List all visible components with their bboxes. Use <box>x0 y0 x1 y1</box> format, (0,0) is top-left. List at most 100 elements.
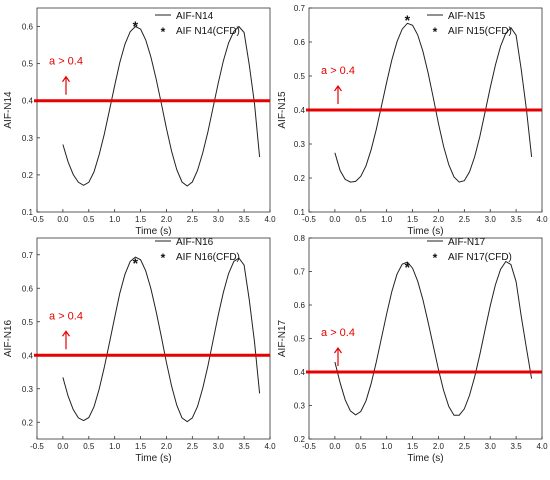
panel-2-x-axis-title: Time (s) <box>407 226 443 237</box>
panel-2-y-tick-label: 0.3 <box>294 140 306 149</box>
panel-3-x-tick-label: 0.0 <box>57 442 69 451</box>
panel-4-y-tick-label: 0.8 <box>294 234 306 243</box>
panel-2-x-tick-label: 0.5 <box>355 215 367 224</box>
panel-3-x-tick-label: 0.5 <box>83 442 95 451</box>
panel-1-y-tick-label: 0.6 <box>22 23 34 32</box>
panel-4-y-axis-title: AIF-N17 <box>277 319 288 357</box>
panel-3-y-tick-label: 0.3 <box>22 385 34 394</box>
panel-1-x-tick-label: 2.0 <box>161 215 173 224</box>
panel-4-x-tick-label: 3.0 <box>485 442 497 451</box>
panel-3-x-tick-label: 2.5 <box>187 442 199 451</box>
panel-2-x-tick-label: 1.5 <box>407 215 419 224</box>
panel-1-x-tick-label: 1.5 <box>135 215 147 224</box>
panel-3-y-axis-title: AIF-N16 <box>3 319 14 357</box>
panel-2-y-tick-label: 0.4 <box>294 106 306 115</box>
panel-4-x-tick-label: 4.0 <box>536 442 548 451</box>
panel-3-x-tick-label: 1.0 <box>109 442 121 451</box>
panel-3-y-tick-label: 0.4 <box>22 351 34 360</box>
panel-1-x-tick-label: 3.0 <box>213 215 225 224</box>
panel-4-y-tick-label: 0.7 <box>294 268 306 277</box>
panel-3-y-tick-label: 0.6 <box>22 284 34 293</box>
panel-2-y-axis-title: AIF-N15 <box>277 91 288 129</box>
panel-4-y-tick-label: 0.2 <box>294 435 306 444</box>
panel-3-series-line <box>62 256 261 423</box>
panel-3-x-axis-title: Time (s) <box>135 453 171 464</box>
panel-4-x-axis-title: Time (s) <box>407 453 443 464</box>
panel-3-x-tick-label: 3.5 <box>239 442 251 451</box>
panel-1-x-tick-label: -0.5 <box>30 215 44 224</box>
panel-1-x-tick-label: 1.0 <box>109 215 121 224</box>
panel-1-legend-label-marker: AIF N14(CFD) <box>176 26 240 37</box>
panel-3-legend-label-line: AIF-N16 <box>176 237 214 248</box>
panel-1-y-axis-title: AIF-N14 <box>3 91 14 129</box>
panel-3-x-tick-label: 3.0 <box>213 442 225 451</box>
panel-2-y-tick-label: 0.1 <box>294 208 306 217</box>
panel-1-y-tick-label: 0.1 <box>22 208 34 217</box>
panel-1-y-tick-label: 0.2 <box>22 171 34 180</box>
panel-1-x-tick-label: 3.5 <box>239 215 251 224</box>
panel-2-y-tick-label: 0.7 <box>294 4 306 13</box>
panel-3-x-tick-label: 4.0 <box>264 442 276 451</box>
panel-2-x-tick-label: 3.5 <box>511 215 523 224</box>
panel-4-annotation-arrow <box>334 346 342 366</box>
panel-1-x-tick-label: 0.0 <box>57 215 69 224</box>
panel-3-x-tick-label: -0.5 <box>30 442 44 451</box>
panel-2-x-tick-label: 1.0 <box>381 215 393 224</box>
panel-1-cfd-marker: * <box>133 18 139 34</box>
panel-1-legend-marker-swatch: * <box>161 25 166 39</box>
panel-1-y-tick-label: 0.3 <box>22 134 34 143</box>
panel-3-x-tick-label: 2.0 <box>161 442 173 451</box>
panel-4-cfd-marker: * <box>405 259 411 275</box>
panel-2-x-tick-label: -0.5 <box>302 215 316 224</box>
panel-4-x-tick-label: 1.5 <box>407 442 419 451</box>
panel-2-x-tick-label: 4.0 <box>536 215 548 224</box>
panel-2: -0.5 0.0 0.5 1.0 1.5 2.0 2.5 3.0 3.5 4.0 0.1 0.2 0.3… <box>277 4 548 237</box>
panel-4-y-tick-label: 0.5 <box>294 335 306 344</box>
panel-2-series-line <box>334 22 533 183</box>
panel-2-x-tick-label: 0.0 <box>329 215 341 224</box>
panel-1-x-tick-label: 0.5 <box>83 215 95 224</box>
panel-4-x-tick-label: 0.0 <box>329 442 341 451</box>
panel-2-y-tick-label: 0.2 <box>294 174 306 183</box>
panel-2-legend-label-line: AIF-N15 <box>448 11 486 22</box>
panel-3-legend-label-marker: AIF N16(CFD) <box>176 252 240 263</box>
panel-1: -0.5 0.0 0.5 1.0 1.5 2.0 2.5 3.0 3.5 4.0 0.1 0.2 0.3… <box>3 7 276 237</box>
panel-4-series-line <box>334 260 533 416</box>
panel-2-y-tick-label: 0.6 <box>294 38 306 47</box>
panel-4-y-tick-label: 0.3 <box>294 402 306 411</box>
panel-4-y-tick-label: 0.4 <box>294 368 306 377</box>
panel-3-annotation-label: a > 0.4 <box>49 310 83 322</box>
panel-4-legend-label-marker: AIF N17(CFD) <box>448 252 512 263</box>
panel-2-x-tick-label: 2.0 <box>433 215 445 224</box>
panel-4-x-tick-label: -0.5 <box>302 442 316 451</box>
panel-2-y-tick-label: 0.5 <box>294 72 306 81</box>
panel-3-cfd-marker: * <box>133 255 139 271</box>
panel-1-y-tick-label: 0.4 <box>22 97 34 106</box>
panel-4-x-tick-label: 2.5 <box>459 442 471 451</box>
panel-4-y-tick-label: 0.6 <box>294 301 306 310</box>
panel-4-legend-label-line: AIF-N17 <box>448 237 486 248</box>
panel-1-series-line <box>62 25 261 187</box>
panel-1-legend-label-line: AIF-N14 <box>176 11 214 22</box>
panel-1-y-tick-label: 0.5 <box>22 60 34 69</box>
panel-1-x-tick-label: 4.0 <box>264 215 276 224</box>
panel-4-x-tick-label: 2.0 <box>433 442 445 451</box>
panel-1-plot-frame <box>36 7 271 213</box>
panel-2-annotation-arrow <box>334 84 342 104</box>
panel-3: -0.5 0.0 0.5 1.0 1.5 2.0 2.5 3.0 3.5 4.0 0.2 0.3 0.4… <box>3 237 276 464</box>
panel-2-legend-marker-swatch: * <box>433 25 438 39</box>
panel-4-x-tick-label: 3.5 <box>511 442 523 451</box>
panel-2-x-tick-label: 2.5 <box>459 215 471 224</box>
panel-4: -0.5 0.0 0.5 1.0 1.5 2.0 2.5 3.0 3.5 4.0 0.2 0.3 0.4… <box>277 234 548 464</box>
panel-3-y-tick-label: 0.7 <box>22 251 34 260</box>
panel-3-x-tick-label: 1.5 <box>135 442 147 451</box>
panel-4-legend-marker-swatch: * <box>433 251 438 265</box>
panel-1-x-axis-title: Time (s) <box>135 226 171 237</box>
panel-2-annotation-label: a > 0.4 <box>321 65 355 77</box>
panel-2-x-tick-label: 3.0 <box>485 215 497 224</box>
panel-3-y-tick-label: 0.2 <box>22 418 34 427</box>
panel-3-annotation-arrow <box>62 330 70 350</box>
panel-3-y-tick-label: 0.5 <box>22 318 34 327</box>
panel-1-x-tick-label: 2.5 <box>187 215 199 224</box>
panel-4-annotation-label: a > 0.4 <box>321 327 355 339</box>
